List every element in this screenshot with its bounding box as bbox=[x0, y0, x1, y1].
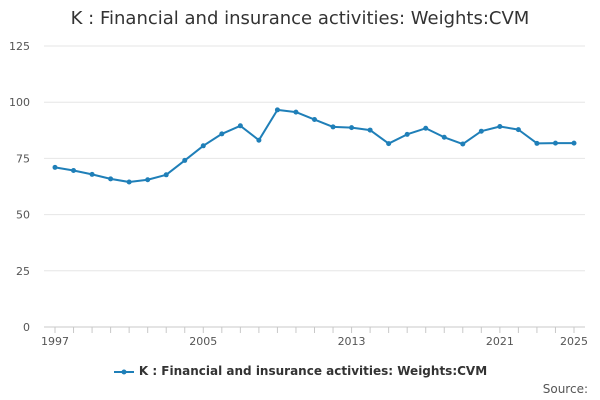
data-point[interactable] bbox=[386, 141, 392, 147]
data-point[interactable] bbox=[515, 127, 521, 133]
y-tick-label: 0 bbox=[23, 321, 30, 334]
data-point[interactable] bbox=[126, 179, 132, 185]
y-tick-label: 75 bbox=[16, 152, 30, 165]
y-tick-label: 100 bbox=[9, 96, 30, 109]
data-point[interactable] bbox=[441, 134, 447, 140]
data-point[interactable] bbox=[52, 164, 58, 170]
x-tick-label: 2005 bbox=[189, 335, 217, 348]
x-tick-label: 2013 bbox=[338, 335, 366, 348]
data-point[interactable] bbox=[108, 176, 114, 182]
data-point[interactable] bbox=[404, 131, 410, 137]
data-point[interactable] bbox=[349, 125, 355, 131]
y-tick-label: 50 bbox=[16, 209, 30, 222]
data-point[interactable] bbox=[423, 125, 429, 131]
legend-swatch-icon bbox=[113, 369, 134, 374]
data-point[interactable] bbox=[182, 157, 188, 163]
data-point[interactable] bbox=[145, 177, 151, 183]
x-tick-label: 1997 bbox=[41, 335, 69, 348]
data-point[interactable] bbox=[274, 107, 280, 113]
y-tick-label: 25 bbox=[16, 265, 30, 278]
data-point[interactable] bbox=[163, 172, 169, 178]
data-point[interactable] bbox=[71, 168, 77, 174]
data-point[interactable] bbox=[219, 131, 225, 137]
data-point[interactable] bbox=[237, 123, 243, 129]
source-label: Source: bbox=[542, 382, 588, 396]
legend[interactable]: K : Financial and insurance activities: … bbox=[0, 364, 600, 378]
x-tick-label: 2025 bbox=[560, 335, 588, 348]
legend-label: K : Financial and insurance activities: … bbox=[138, 364, 488, 378]
data-point[interactable] bbox=[330, 124, 336, 130]
chart-title: K : Financial and insurance activities: … bbox=[70, 8, 530, 29]
y-tick-label: 125 bbox=[9, 40, 30, 53]
data-point[interactable] bbox=[478, 128, 484, 134]
data-point[interactable] bbox=[534, 140, 540, 146]
data-point[interactable] bbox=[200, 143, 206, 149]
data-point[interactable] bbox=[312, 117, 317, 123]
data-point[interactable] bbox=[256, 137, 262, 143]
data-point[interactable] bbox=[367, 127, 373, 133]
data-point[interactable] bbox=[460, 141, 466, 147]
data-point[interactable] bbox=[552, 140, 558, 146]
data-point[interactable] bbox=[497, 123, 503, 129]
x-tick-label: 2021 bbox=[486, 335, 514, 348]
data-point[interactable] bbox=[89, 171, 95, 177]
data-point[interactable] bbox=[571, 140, 577, 146]
data-point[interactable] bbox=[293, 109, 299, 115]
